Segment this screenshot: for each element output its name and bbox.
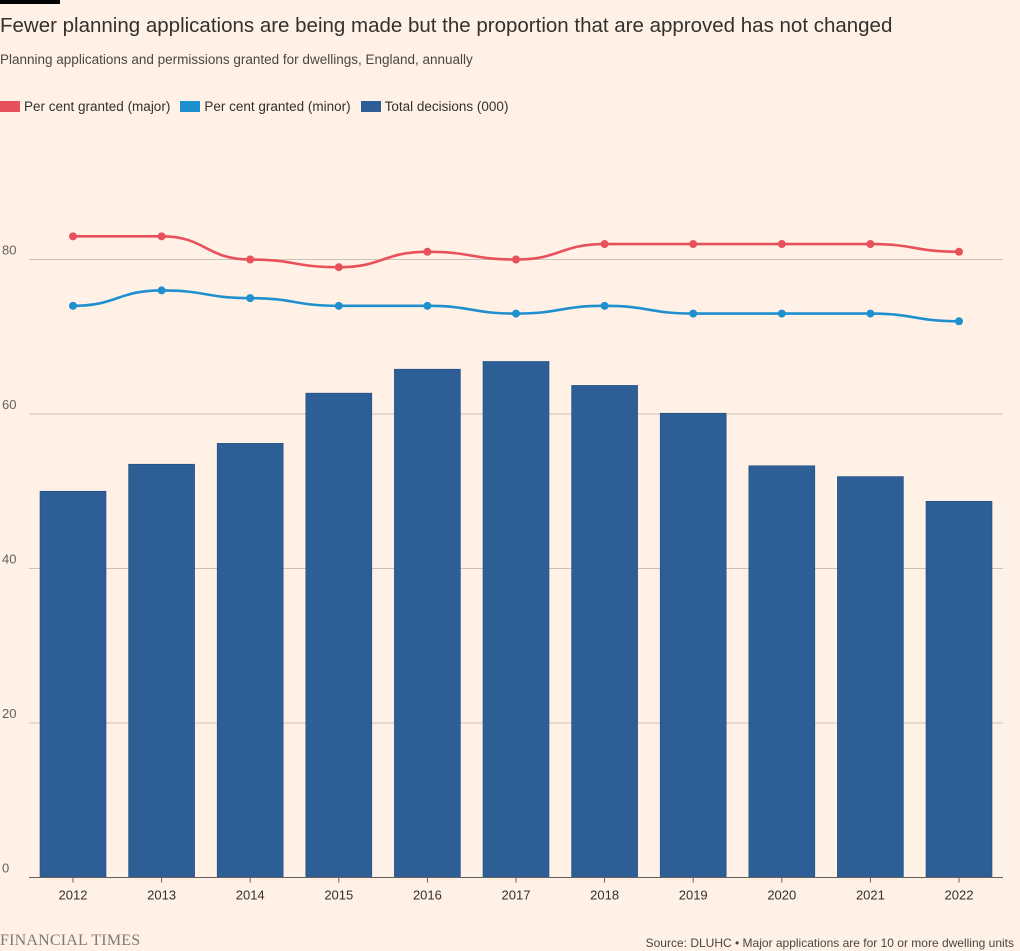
x-tick-label: 2012: [59, 888, 88, 903]
y-tick-label: 20: [2, 706, 16, 721]
x-tick-label: 2015: [324, 888, 353, 903]
y-tick-label: 0: [2, 861, 9, 876]
point-major: [600, 240, 609, 249]
bar: [659, 412, 727, 878]
chart-svg: 0 20 40 60 80 2012 2013 2014 2015 2016 2017 2018 201…: [2, 232, 1003, 903]
point-major: [955, 247, 963, 256]
bar: [39, 490, 107, 878]
bar: [305, 392, 373, 878]
bar: [748, 465, 816, 878]
bar: [925, 500, 993, 878]
y-tick-label: 80: [2, 243, 16, 258]
point-minor: [334, 301, 343, 310]
point-minor: [512, 309, 520, 318]
legend: Per cent granted (major) Per cent grante…: [0, 99, 518, 114]
point-major: [689, 240, 698, 249]
x-tick-label: 2022: [945, 888, 974, 903]
y-tick-label: 40: [2, 552, 16, 567]
chart-subtitle: Planning applications and permissions gr…: [0, 52, 473, 67]
bar: [837, 476, 904, 878]
point-major: [866, 240, 875, 249]
legend-swatch-minor: [180, 101, 201, 112]
point-major: [246, 255, 255, 264]
point-minor: [689, 309, 698, 318]
x-tick-label: 2016: [413, 888, 442, 903]
point-major: [334, 263, 343, 272]
bar: [128, 463, 195, 878]
x-tick-label: 2014: [236, 888, 265, 903]
y-tick-label: 60: [2, 397, 16, 412]
chart-title: Fewer planning applications are being ma…: [0, 14, 893, 37]
point-minor: [423, 301, 432, 310]
x-tick-label: 2018: [590, 888, 619, 903]
legend-item-minor: Per cent granted (minor): [180, 99, 351, 114]
legend-item-major: Per cent granted (major): [0, 99, 170, 114]
bar: [571, 385, 638, 878]
ft-logo: FINANCIAL TIMES: [0, 932, 141, 949]
bar: [216, 443, 284, 878]
x-tick-label: 2013: [147, 888, 176, 903]
point-minor: [246, 294, 255, 303]
legend-label-minor: Per cent granted (minor): [204, 99, 351, 114]
bar: [482, 361, 550, 878]
x-tick-label: 2019: [679, 888, 708, 903]
point-minor: [955, 317, 963, 326]
brand-bar: [0, 0, 60, 4]
point-minor: [69, 301, 77, 310]
x-tick-label: 2021: [856, 888, 885, 903]
x-tick-label: 2020: [767, 888, 796, 903]
point-major: [157, 232, 166, 241]
point-minor: [157, 286, 166, 295]
x-tick-label: 2017: [502, 888, 531, 903]
point-major: [777, 240, 786, 249]
bar: [394, 368, 461, 878]
legend-label-total: Total decisions (000): [384, 99, 509, 114]
point-major: [512, 255, 520, 264]
legend-swatch-major: [0, 101, 20, 112]
point-minor: [600, 301, 609, 310]
point-minor: [777, 309, 786, 318]
legend-swatch-total: [360, 101, 381, 112]
point-minor: [866, 309, 875, 318]
source-note: Source: DLUHC • Major applications are f…: [645, 936, 1014, 950]
legend-label-major: Per cent granted (major): [24, 99, 171, 114]
point-major: [423, 247, 432, 256]
legend-item-total: Total decisions (000): [360, 99, 509, 114]
point-major: [69, 232, 77, 241]
